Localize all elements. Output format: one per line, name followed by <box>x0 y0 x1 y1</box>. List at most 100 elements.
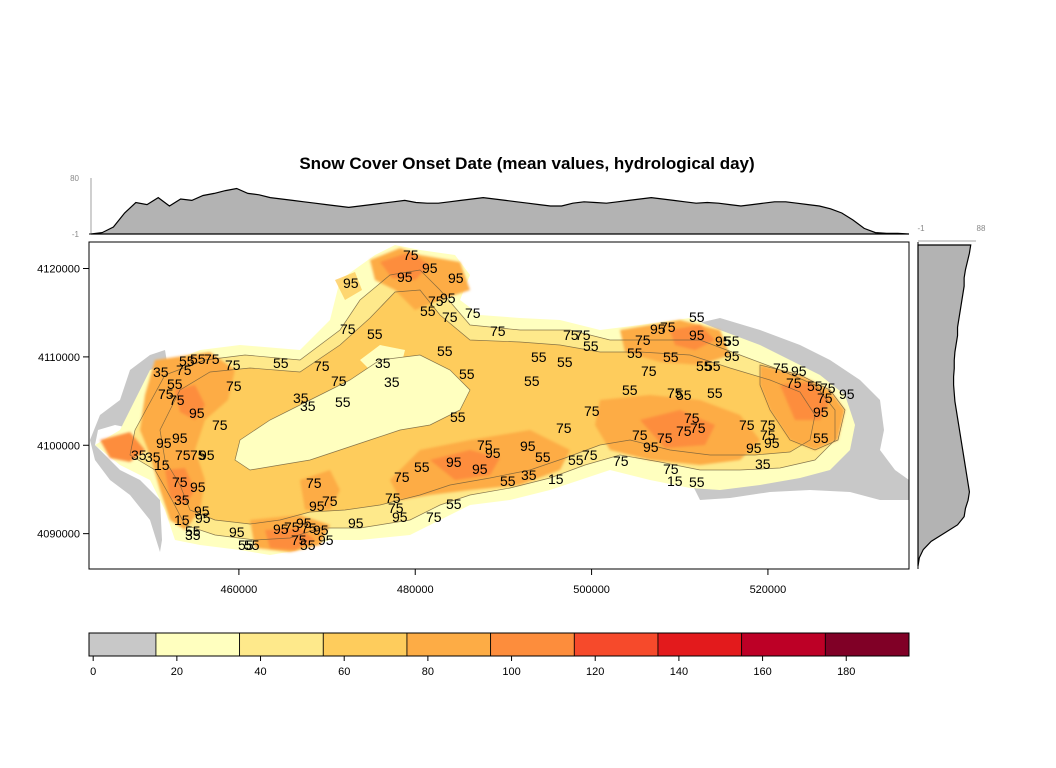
contour-label: 95 <box>650 321 666 337</box>
contour-label: 95 <box>446 454 462 470</box>
map-frame <box>88 241 910 570</box>
contour-label: 75 <box>175 447 191 463</box>
y-tick-label: 4110000 <box>38 352 80 364</box>
contour-label: 55 <box>724 333 740 349</box>
contour-label: 95 <box>309 498 325 514</box>
contour-label: 95 <box>440 290 456 306</box>
contour-label: 75 <box>172 474 188 490</box>
colorbar-cell <box>155 632 241 657</box>
contour-label: 35 <box>300 398 316 414</box>
contour-label: 55 <box>663 349 679 365</box>
contour-label: 75 <box>760 417 776 433</box>
contour-label: 95 <box>485 445 501 461</box>
contour-label: 75 <box>176 362 192 378</box>
contour-label: 35 <box>185 527 201 543</box>
contour-label: 55 <box>420 303 436 319</box>
contour-label: 55 <box>627 345 643 361</box>
contour-label: 75 <box>284 519 300 535</box>
contour-label: 95 <box>199 447 215 463</box>
contour-label: 55 <box>500 473 516 489</box>
contour-label: 95 <box>189 405 205 421</box>
contour-label: 35 <box>293 390 309 406</box>
contour-label: 55 <box>167 376 183 392</box>
contour-label: 55 <box>622 382 638 398</box>
contour-label: 35 <box>131 447 147 463</box>
contour-label: 75 <box>331 373 347 389</box>
right-marginal-min-label: -1 <box>917 224 925 233</box>
x-tick-label: 480000 <box>397 584 434 596</box>
contour-label: 75 <box>314 358 330 374</box>
contour-label: 75 <box>394 469 410 485</box>
contour-label: 75 <box>641 363 657 379</box>
contour-label: 75 <box>226 378 242 394</box>
contour-label: 75 <box>306 475 322 491</box>
colorbar: 0 20 40 60 80 100 120 140 160 180 <box>88 632 910 678</box>
top-marginal-area <box>90 187 910 235</box>
map-region-55-75 <box>160 290 815 524</box>
contour-label: 95 <box>813 404 829 420</box>
contour-label: 75 <box>291 532 307 548</box>
contour-label: 55 <box>446 496 462 512</box>
contour-label: 35 <box>145 449 161 465</box>
contour-label: 95 <box>724 348 740 364</box>
right-marginal-area <box>917 244 972 567</box>
contour-label: 75 <box>786 375 802 391</box>
contour-label: 95 <box>397 269 413 285</box>
contour-label: 95 <box>422 260 438 276</box>
contour-label: 15 <box>548 471 564 487</box>
contour-label: 75 <box>442 309 458 325</box>
contour-label: 55 <box>185 523 201 539</box>
contour-label: 95 <box>156 435 172 451</box>
contour-label: 55 <box>190 351 206 367</box>
map-region-75-95 <box>140 248 845 552</box>
colorbar-tick-label: 0 <box>90 666 96 678</box>
colorbar-tick-label: 180 <box>837 666 855 678</box>
contour-label: 95 <box>318 532 334 548</box>
contour-label: 75 <box>190 447 206 463</box>
top-marginal-max-label: 80 <box>70 174 79 183</box>
contour-label: 55 <box>437 343 453 359</box>
contour-label: 35 <box>174 492 190 508</box>
colorbar-cell <box>573 632 659 657</box>
colorbar-cell <box>824 632 910 657</box>
right-marginal-plot: -1 88 <box>917 224 986 569</box>
contour-label: 95 <box>229 524 245 540</box>
contour-label: 75 <box>428 293 444 309</box>
colorbar-tick-label: 60 <box>338 666 350 678</box>
contour-label: 15 <box>174 512 190 528</box>
colorbar-tick-label: 140 <box>670 666 688 678</box>
x-axis: 460000 480000 500000 520000 <box>221 569 786 596</box>
colorbar-tick-label: 20 <box>171 666 183 678</box>
contour-label: 95 <box>715 333 731 349</box>
contour-label: 75 <box>635 332 651 348</box>
colorbar-tick-label: 80 <box>422 666 434 678</box>
contour-label: 55 <box>535 449 551 465</box>
contour-label: 75 <box>426 509 442 525</box>
contour-label: 75 <box>322 493 338 509</box>
contour-label: 55 <box>238 537 254 553</box>
contour-label: 55 <box>689 309 705 325</box>
contour-label: 55 <box>414 459 430 475</box>
contour-label: 55 <box>568 452 584 468</box>
contour-label: 75 <box>663 461 679 477</box>
colorbar-tick-label: 40 <box>254 666 266 678</box>
contour-label: 55 <box>583 338 599 354</box>
contour-label: 55 <box>705 358 721 374</box>
contour-label: 75 <box>477 437 493 453</box>
contour-label: 75 <box>225 357 241 373</box>
y-tick-label: 4120000 <box>37 264 80 276</box>
contour-label: 55 <box>244 537 260 553</box>
contour-label: 55 <box>273 355 289 371</box>
contour-label: 55 <box>813 430 829 446</box>
y-tick-label: 4100000 <box>37 440 80 452</box>
contour-label: 55 <box>807 378 823 394</box>
contour-label: 55 <box>524 373 540 389</box>
colorbar-cells <box>88 632 910 657</box>
colorbar-ticks: 0 20 40 60 80 100 120 140 160 180 <box>90 656 855 678</box>
contour-label: 95 <box>195 510 211 526</box>
contour-label: 95 <box>348 515 364 531</box>
contour-label: 95 <box>448 270 464 286</box>
contour-label: 55 <box>300 537 316 553</box>
contour-label: 95 <box>839 386 855 402</box>
